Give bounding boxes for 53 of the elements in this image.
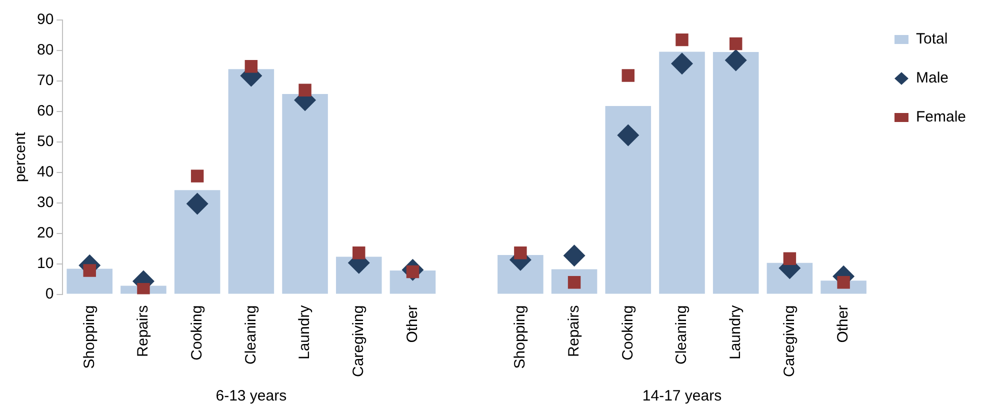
- y-tick-label: 20: [36, 224, 54, 242]
- bar: [228, 69, 274, 294]
- bar: [659, 52, 705, 294]
- x-tick-label: Cooking: [188, 305, 206, 360]
- x-tick-label: Repairs: [134, 305, 152, 357]
- y-tick-label: 90: [36, 11, 54, 28]
- legend-label: Male: [916, 70, 948, 87]
- point: [724, 49, 747, 72]
- legend-label: Female: [916, 108, 966, 126]
- x-tick-label: Caregiving: [350, 305, 368, 378]
- text: 14-17 years: [642, 388, 722, 405]
- point: [617, 124, 640, 146]
- point: [298, 84, 312, 96]
- bar: [282, 94, 328, 294]
- point: [783, 252, 796, 265]
- x-tick-label: Repairs: [565, 305, 582, 357]
- point: [729, 37, 742, 50]
- x-tick-label: Cleaning: [673, 305, 690, 365]
- x-tick-label: Laundry: [296, 304, 314, 360]
- y-tick-label: 40: [36, 164, 54, 181]
- bar: [712, 52, 759, 294]
- point: [622, 69, 635, 82]
- x-tick-label: Laundry: [726, 304, 744, 360]
- y-tick-label: 30: [36, 194, 54, 212]
- point: [83, 264, 96, 277]
- bar: [174, 190, 220, 294]
- text: 6-13 years: [216, 388, 287, 405]
- y-tick-label: 80: [36, 42, 54, 59]
- bar: [66, 268, 112, 294]
- y-tick-label: 70: [36, 72, 54, 90]
- y-tick-label: 10: [36, 254, 54, 272]
- point: [244, 60, 258, 73]
- x-tick-label: Caregiving: [780, 305, 798, 378]
- point: [186, 192, 208, 215]
- point: [137, 283, 150, 294]
- x-tick-label: Cleaning: [242, 305, 260, 365]
- point: [352, 246, 366, 260]
- point: [670, 52, 693, 75]
- x-tick-label: Cooking: [619, 305, 636, 360]
- x-tick-label: Other: [834, 305, 852, 343]
- legend-label: Total: [916, 30, 948, 48]
- y-axis-title: percent: [12, 131, 30, 182]
- point: [190, 170, 204, 182]
- bar: [605, 106, 652, 294]
- y-tick-label: 60: [36, 102, 54, 120]
- x-tick-label: Shopping: [512, 305, 529, 369]
- y-tick-label: 0: [45, 285, 54, 302]
- point: [514, 246, 527, 260]
- x-tick-label: Other: [404, 305, 421, 343]
- y-tick-label: 50: [36, 133, 54, 150]
- point: [563, 244, 586, 267]
- x-tick-label: Shopping: [80, 305, 98, 369]
- point: [676, 33, 688, 46]
